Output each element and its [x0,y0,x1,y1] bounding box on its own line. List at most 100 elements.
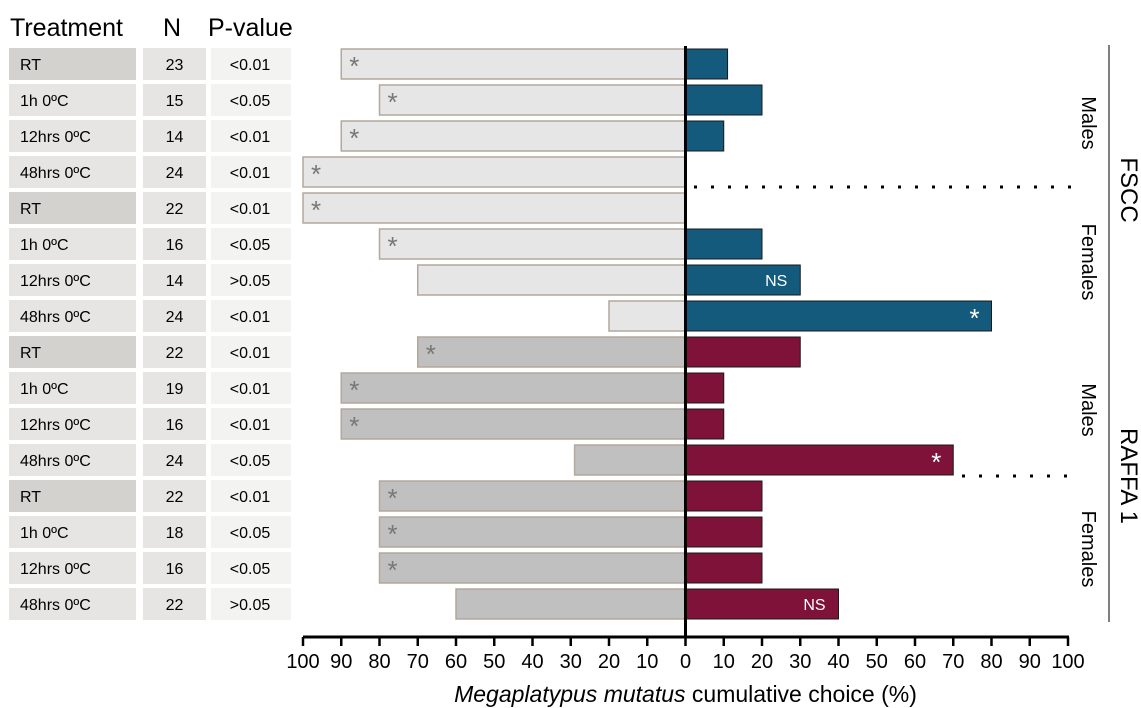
treatment-label: RT [20,345,41,362]
left-bar [608,300,687,332]
fscc-experiment-label: FSCC [1115,157,1141,222]
n-cell [143,408,206,440]
right-bar [685,516,763,548]
x-tick-label: 10 [636,651,658,673]
right-bar [685,48,729,80]
left-bar-significance: * [387,231,397,261]
left-bar-significance: * [387,87,397,117]
pvalue-cell [211,552,291,584]
left-bar [302,192,687,224]
pvalue-cell [211,120,291,152]
treatment-label: 1h 0ºC [20,381,69,398]
n-cell [143,120,206,152]
pvalue-value: <0.01 [230,381,271,398]
treatment-label: 12hrs 0ºC [20,129,91,146]
n-cell [143,156,206,188]
x-tick-label: 0 [680,651,691,673]
pvalue-value: <0.05 [230,525,271,542]
pvalue-cell [211,516,291,548]
pvalue-value: <0.05 [230,93,271,110]
left-bar [340,120,687,152]
treatment-label: 48hrs 0ºC [20,165,91,182]
right-bar [685,120,725,152]
x-tick-label: 90 [1019,651,1041,673]
treatment-label: RT [20,201,41,218]
n-cell [143,372,206,404]
x-tick-label: 80 [368,651,390,673]
n-cell [143,84,206,116]
treatment-label: 48hrs 0ºC [20,597,91,614]
pvalue-cell [211,192,291,224]
treatment-cell [9,156,136,188]
pvalue-value: <0.05 [230,453,271,470]
n-value: 24 [166,165,184,182]
fscc-males-label: Males [1077,96,1099,149]
n-cell [143,480,206,512]
treatment-label: 12hrs 0ºC [20,561,91,578]
x-tick-label: 20 [598,651,620,673]
left-bar [417,264,687,296]
n-value: 16 [166,417,184,434]
left-bar [378,516,687,548]
left-bar-significance: * [311,159,321,189]
x-tick-label: 40 [827,651,849,673]
right-bar [685,408,725,440]
treatment-cell [9,444,136,476]
treatment-cell [9,336,136,368]
fscc-females-label: Females [1077,224,1099,301]
pvalue-cell [211,588,291,620]
n-cell [143,300,206,332]
treatment-cell [9,84,136,116]
pvalue-cell [211,336,291,368]
pvalue-cell [211,372,291,404]
pvalue-value: <0.01 [230,345,271,362]
pvalue-header: P-value [208,14,293,42]
n-value: 23 [166,57,184,74]
pvalue-value: <0.01 [230,57,271,74]
x-tick-label: 20 [751,651,773,673]
left-bar [455,588,687,620]
n-value: 24 [166,309,184,326]
left-bar [340,408,687,440]
right-bar [685,336,801,368]
left-bar-significance: * [311,195,321,225]
raffa-experiment-label: RAFFA 1 [1115,428,1141,524]
n-value: 24 [166,453,184,470]
treatment-label: RT [20,489,41,506]
left-bar-significance: * [349,375,359,405]
n-value: 19 [166,381,184,398]
right-bars [685,48,992,620]
treatment-header: Treatment [10,14,123,42]
n-header: N [163,14,181,42]
pvalue-cell [211,480,291,512]
left-bar [378,84,687,116]
treatment-cell [9,516,136,548]
treatment-label: 12hrs 0ºC [20,417,91,434]
n-value: 22 [166,201,184,218]
pvalue-value: <0.05 [230,237,271,254]
pvalue-value: <0.01 [230,201,271,218]
bar-labels: * * * * * * NS * * * * * * * * NS [311,51,980,614]
x-tick-label: 80 [980,651,1002,673]
treatment-label: 48hrs 0ºC [20,309,91,326]
treatment-label: RT [20,57,41,74]
left-bar [417,336,687,368]
x-tick-label: 60 [904,651,926,673]
right-bar-significance: NS [765,273,787,290]
treatment-cell [9,552,136,584]
pvalue-value: >0.05 [230,273,271,290]
x-axis-ticks: 100 90 80 70 60 50 40 30 20 10 0 10 20 30 40 50 60 70 80 90… [286,637,1085,673]
left-bar [573,444,687,476]
right-bar [685,552,763,584]
n-value: 16 [166,561,184,578]
left-bar-significance: * [387,555,397,585]
treatment-label: 1h 0ºC [20,525,69,542]
x-tick-label: 70 [942,651,964,673]
treatment-label: 1h 0ºC [20,93,69,110]
pvalue-value: <0.01 [230,165,271,182]
n-cell [143,264,206,296]
x-axis-label: Megaplatypus mutatus cumulative choice (… [454,681,917,707]
pvalue-value: <0.01 [230,129,271,146]
right-bar [685,300,992,332]
